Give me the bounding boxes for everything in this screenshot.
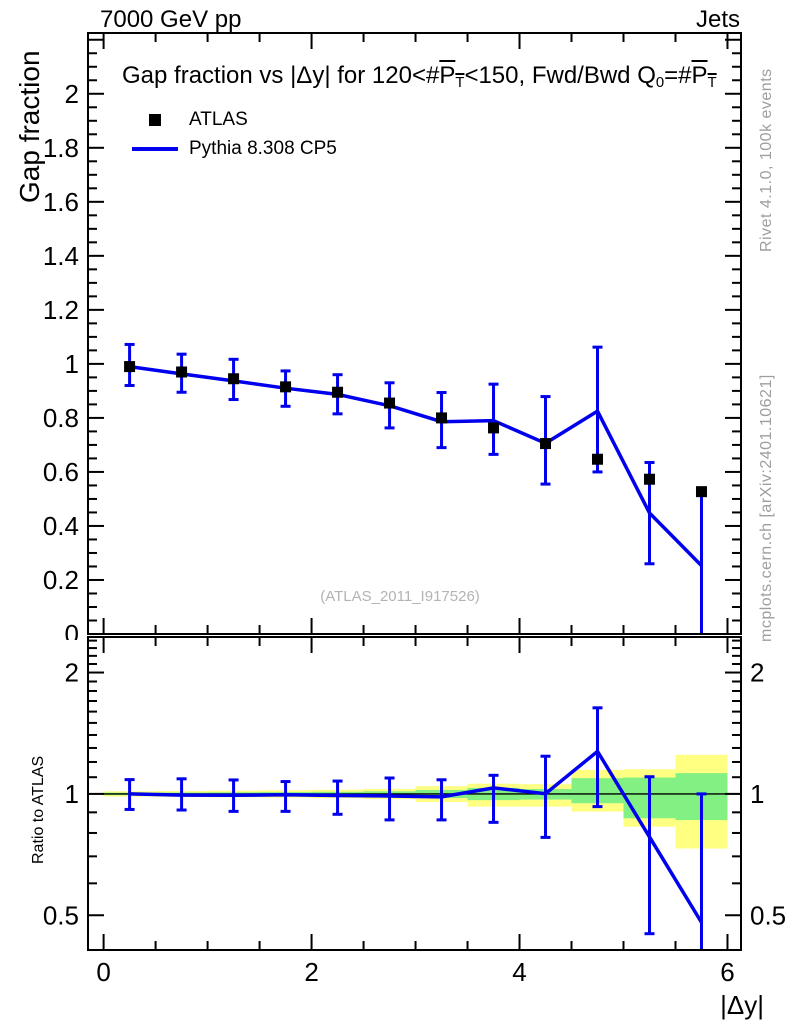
pythia-line-icon — [132, 147, 178, 151]
legend: ATLAS Pythia 8.308 CP5 — [132, 109, 337, 160]
svg-text:2: 2 — [304, 957, 318, 987]
ratio-mc-error-bars — [124, 706, 707, 950]
main-y-axis-title: Gap fraction — [14, 50, 45, 203]
svg-text:2: 2 — [750, 658, 764, 688]
axis-ticks — [88, 33, 741, 950]
svg-text:0.5: 0.5 — [750, 900, 786, 930]
beam-label: 7000 GeV pp — [100, 6, 242, 33]
process-label: Jets — [695, 6, 740, 33]
svg-text:0: 0 — [96, 957, 110, 987]
ratio-uncertainty-bands — [103, 754, 728, 849]
legend-label-atlas: ATLAS — [189, 109, 248, 130]
main-y-tick-labels: 0 0.2 0.4 0.6 0.8 1 1.2 1.4 1.6 1.8 2 — [43, 79, 79, 649]
ratio-y-tick-labels: 0.5 0.5 1 1 2 2 — [43, 658, 786, 931]
rivet-version-note: Rivet 4.1.0, 100k events — [758, 68, 775, 252]
svg-text:4: 4 — [512, 957, 526, 987]
svg-text:1: 1 — [750, 779, 764, 809]
main-mc-line — [129, 364, 703, 567]
svg-text:0: 0 — [65, 619, 79, 649]
analysis-id-watermark: (ATLAS_2011_I917526) — [320, 588, 480, 605]
main-data-points — [124, 361, 707, 498]
plot-title: Gap fraction vs |Δy| for 120<#PT<150, Fw… — [122, 62, 717, 92]
svg-text:1.8: 1.8 — [43, 133, 79, 163]
svg-text:1.4: 1.4 — [43, 241, 79, 271]
x-axis-title: |Δy| — [720, 990, 764, 1020]
svg-text:1: 1 — [65, 779, 79, 809]
main-mc-error-bars — [124, 342, 707, 634]
legend-entry-atlas: ATLAS — [132, 109, 337, 131]
svg-text:0.5: 0.5 — [43, 900, 79, 930]
svg-text:2: 2 — [65, 79, 79, 109]
svg-text:0.8: 0.8 — [43, 403, 79, 433]
svg-text:2: 2 — [65, 658, 79, 688]
atlas-square-icon — [132, 114, 178, 126]
legend-entry-pythia: Pythia 8.308 CP5 — [132, 138, 337, 160]
svg-text:1: 1 — [65, 349, 79, 379]
mcplots-arxiv-note: mcplots.cern.ch [arXiv:2401.10621] — [758, 374, 775, 642]
svg-text:0.4: 0.4 — [43, 511, 79, 541]
svg-text:1.2: 1.2 — [43, 295, 79, 325]
ratio-mc-line — [129, 748, 703, 924]
svg-text:0.6: 0.6 — [43, 457, 79, 487]
x-tick-labels: 0 2 4 6 — [96, 957, 734, 987]
svg-text:6: 6 — [720, 957, 734, 987]
svg-text:1.6: 1.6 — [43, 187, 79, 217]
legend-label-pythia: Pythia 8.308 CP5 — [189, 138, 337, 159]
ratio-y-axis-title: Ratio to ATLAS — [30, 755, 47, 864]
svg-text:0.2: 0.2 — [43, 565, 79, 595]
